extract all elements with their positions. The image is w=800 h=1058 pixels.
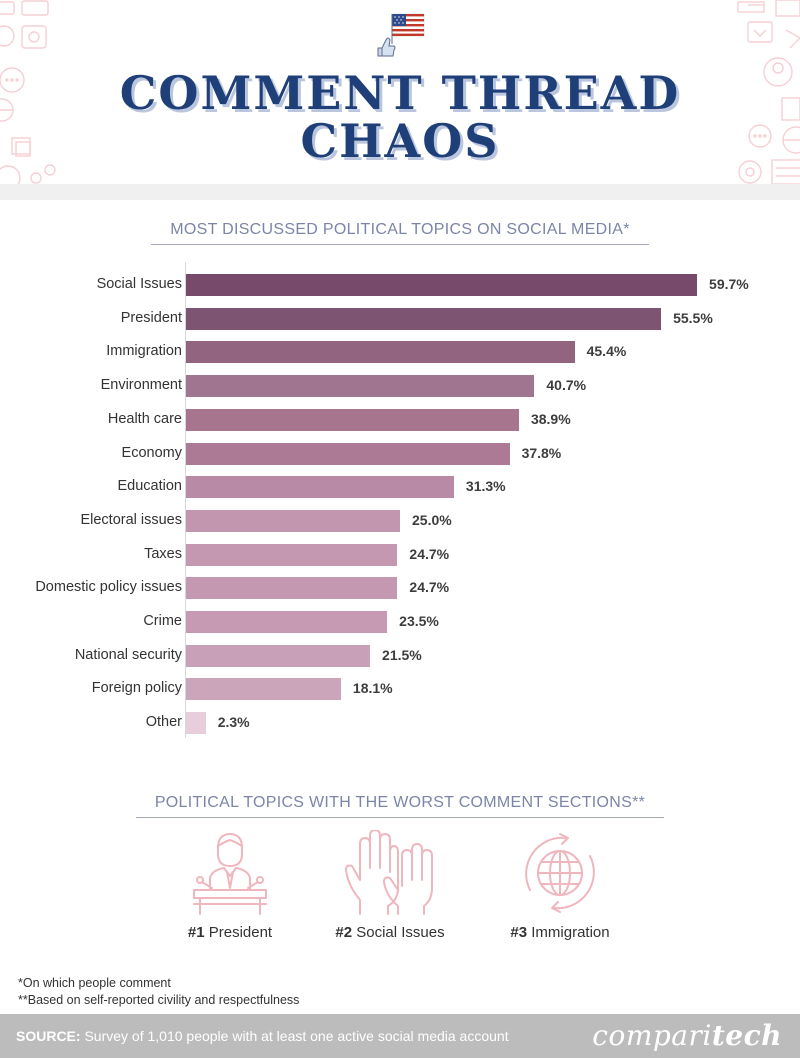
category-label: National security	[74, 646, 182, 663]
source-label: SOURCE:	[16, 1028, 81, 1044]
value-label: 25.0%	[412, 511, 452, 528]
rank-number: #1	[187, 924, 205, 941]
bar	[186, 577, 398, 600]
source-description: Survey of 1,010 people with at least one…	[80, 1028, 509, 1044]
flag-thumbs-up-icon	[377, 13, 425, 57]
category-label: Crime	[143, 613, 182, 629]
value-label: 38.9%	[530, 410, 571, 427]
header-divider	[0, 184, 800, 200]
value-label: 55.5%	[673, 309, 713, 326]
chart-title-underline	[151, 244, 649, 245]
footnote-2: **Based on self-reported civility and re…	[18, 993, 300, 1007]
value-label: 2.3%	[217, 714, 250, 731]
value-label: 45.4%	[586, 343, 627, 360]
rank-label-2: #2 Social Issues	[300, 924, 480, 941]
value-label: 31.3%	[465, 478, 506, 495]
rank-number: #2	[335, 924, 353, 941]
category-label: Health care	[107, 410, 182, 427]
category-label: Environment	[100, 377, 182, 394]
value-label: 21.5%	[382, 646, 422, 663]
category-label: Social Issues	[96, 276, 182, 292]
bar	[186, 307, 662, 330]
bar	[186, 274, 698, 296]
brand-logo-bold: tech	[711, 1019, 782, 1052]
rank-number: #3	[510, 924, 528, 941]
bar	[186, 543, 398, 566]
bar	[186, 476, 454, 499]
value-label: 24.7%	[409, 579, 450, 596]
rank-topic: President	[208, 924, 273, 941]
category-label: Electoral issues	[80, 511, 182, 528]
decorative-social-icons-left	[0, 0, 56, 184]
page-title-line1: COMMENT THREAD	[119, 66, 681, 120]
y-axis-line	[185, 262, 186, 738]
bar-chart: Social Issues 59.7% President 55.5% Immigrat…	[0, 262, 800, 742]
value-label: 23.5%	[399, 613, 439, 629]
globe-cycle-icon	[525, 833, 595, 913]
category-label: President	[120, 309, 182, 326]
category-label: Foreign policy	[91, 680, 182, 697]
brand-logo-light: compari	[592, 1019, 712, 1052]
rank-label-1: #1 President	[140, 924, 320, 941]
category-label: Education	[117, 478, 183, 495]
bar	[186, 375, 535, 398]
worst-comments-title: POLITICAL TOPICS WITH THE WORST COMMENT …	[136, 794, 664, 818]
value-label: 59.7%	[709, 276, 749, 292]
category-label: Immigration	[106, 343, 182, 360]
chart-title: MOST DISCUSSED POLITICAL TOPICS ON SOCIA…	[151, 221, 649, 245]
rank-topic: Social Issues	[356, 924, 445, 941]
brand-logo: comparitech	[592, 1019, 782, 1052]
bar	[186, 644, 371, 667]
footnote-1: *On which people comment	[18, 976, 171, 990]
worst-comments-title-text: POLITICAL TOPICS WITH THE WORST COMMENT …	[154, 794, 646, 811]
bar	[186, 712, 206, 735]
rank-topic: Immigration	[531, 924, 610, 941]
source-text: SOURCE: Survey of 1,010 people with at l…	[16, 1028, 509, 1044]
header: COMMENT THREAD CHAOS	[0, 0, 800, 184]
value-label: 24.7%	[409, 545, 450, 562]
president-podium-icon	[193, 833, 267, 915]
decorative-social-icons-right	[737, 0, 800, 184]
category-label: Domestic policy issues	[35, 579, 182, 596]
chart-title-text: MOST DISCUSSED POLITICAL TOPICS ON SOCIA…	[170, 221, 630, 238]
rank-item-2: #2 Social Issues	[300, 830, 480, 941]
category-label: Other	[145, 714, 182, 731]
footer: SOURCE: Survey of 1,010 people with at l…	[0, 1014, 800, 1058]
page-title-line2: CHAOS	[300, 114, 500, 168]
bar	[186, 341, 575, 364]
rank-item-3: #3 Immigration	[470, 830, 650, 941]
category-label: Taxes	[144, 545, 182, 562]
bar	[186, 678, 341, 701]
bar	[186, 442, 510, 465]
bar	[186, 611, 388, 633]
value-label: 37.8%	[521, 444, 562, 461]
rank-label-3: #3 Immigration	[470, 924, 650, 941]
worst-comments-title-underline	[136, 817, 664, 818]
bar	[186, 408, 519, 431]
rank-item-1: #1 President	[140, 830, 320, 941]
bar	[186, 509, 400, 532]
category-label: Economy	[121, 444, 182, 461]
value-label: 18.1%	[352, 680, 393, 697]
raised-hands-icon	[345, 830, 433, 915]
value-label: 40.7%	[546, 377, 587, 394]
